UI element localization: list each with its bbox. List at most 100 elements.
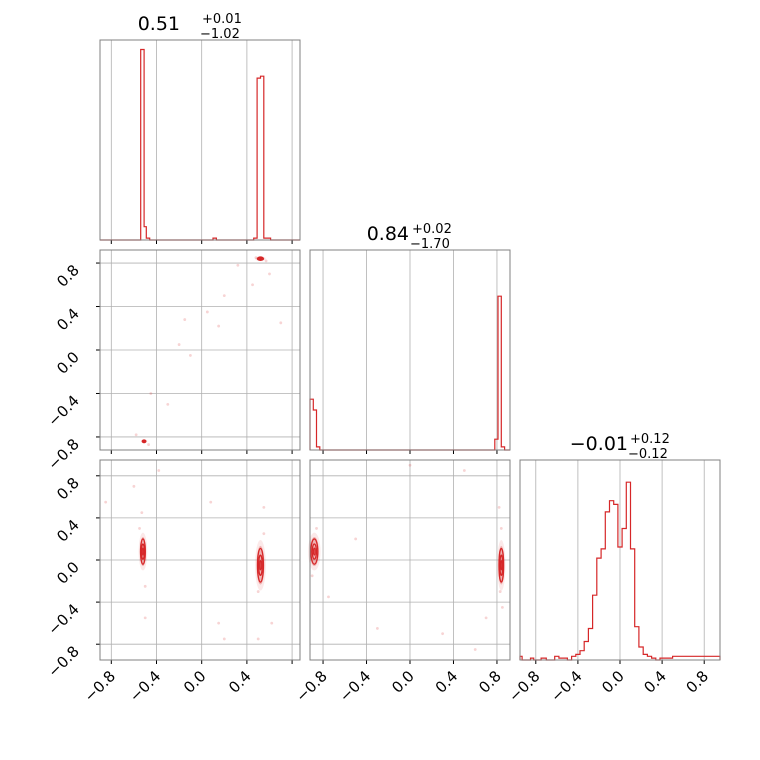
scatter-point [143, 616, 147, 620]
y-tick-label-1: −0.8 [44, 435, 82, 473]
histogram-panel-2 [519, 460, 721, 664]
scatter-point [251, 283, 254, 287]
scatter-point [205, 310, 209, 314]
scatter-point [157, 469, 161, 472]
histogram-panel-0 [100, 40, 300, 244]
scatter-point [473, 648, 477, 651]
scatter-point [140, 511, 144, 515]
title-plus-1: +0.02 [412, 222, 452, 237]
cluster-contour-mid [499, 554, 504, 577]
scatter-point [104, 500, 108, 504]
scatter-point [209, 500, 213, 504]
scatter-point [177, 343, 181, 346]
scatter-point [500, 605, 504, 609]
pair-panel-0-1 [96, 250, 300, 454]
cluster-contour-inner [500, 560, 503, 571]
scatter-point [375, 627, 379, 630]
cluster-contour-outer [139, 538, 146, 565]
cluster-contour-inner [259, 257, 262, 260]
scatter-point [484, 616, 488, 620]
histogram-frame-1 [309, 249, 511, 451]
pair-panel-0-2 [96, 460, 300, 664]
y-tick-label-2: 0.0 [53, 558, 83, 588]
pair-frame-0-1 [99, 249, 301, 451]
scatter-point [354, 537, 358, 541]
scatter-point [499, 527, 503, 530]
scatter-point [264, 259, 268, 263]
scatter-point [268, 272, 271, 276]
x-tick-label-2: 0.8 [682, 667, 712, 697]
y-tick-label-1: 0.4 [53, 305, 83, 335]
pair-frame-0-2 [99, 459, 301, 661]
scatter-point [217, 324, 221, 328]
histogram-line-0 [100, 48, 300, 241]
pair-frame-1-2 [309, 459, 511, 661]
title-minus-2: −0.12 [628, 447, 668, 462]
cluster-contour-mid [257, 257, 263, 261]
cluster-contour-outer [256, 547, 265, 583]
scatter-point [279, 321, 283, 325]
histogram-frame-0 [99, 39, 301, 241]
scatter-point [270, 621, 274, 625]
title-value-0: 0.51 [138, 13, 180, 35]
scatter-point [183, 318, 187, 321]
cluster-contour-inner [141, 547, 145, 556]
cluster-contour-outer [498, 547, 505, 583]
scatter-point [497, 505, 501, 509]
x-tick-label-0: −0.8 [81, 667, 119, 705]
scatter-point [222, 294, 226, 298]
title-plus-0: +0.01 [202, 12, 242, 27]
scatter-point [134, 433, 138, 437]
title-minus-1: −1.70 [410, 237, 450, 252]
pair-panel-1-2 [308, 460, 510, 664]
title-plus-2: +0.12 [630, 432, 670, 447]
x-tick-label-2: −0.8 [505, 667, 543, 705]
scatter-point [217, 621, 221, 625]
x-tick-label-2: −0.4 [547, 667, 585, 705]
y-tick-label-1: 0.0 [53, 348, 83, 378]
histogram-frame-2 [519, 459, 721, 661]
cluster-contour-mid [257, 554, 263, 577]
y-tick-label-1: 0.8 [53, 261, 83, 291]
scatter-point [256, 637, 260, 641]
scatter-point [310, 574, 314, 578]
cluster-contour-inner [312, 547, 316, 556]
cluster-contour-mid [311, 543, 318, 560]
x-tick-label-2: 0.4 [640, 667, 670, 697]
y-tick-label-2: 0.4 [53, 516, 83, 546]
x-tick-label-1: −0.4 [336, 667, 374, 705]
x-tick-label-1: 0.0 [388, 667, 418, 697]
cluster-contour-inner [259, 560, 262, 571]
cluster-contour-inner [143, 440, 146, 443]
scatter-point [256, 590, 260, 593]
cluster-contour-outer [256, 256, 265, 261]
scatter-point [222, 637, 226, 641]
y-tick-label-2: 0.8 [53, 474, 83, 504]
x-tick-label-0: 0.0 [180, 667, 210, 697]
title-value-2: −0.01 [570, 433, 628, 455]
scatter-point [408, 463, 412, 467]
scatter-point [262, 505, 266, 509]
scatter-point [236, 263, 240, 267]
title-value-1: 0.84 [367, 223, 409, 245]
scatter-point [254, 256, 258, 260]
title-minus-0: −1.02 [200, 27, 240, 42]
scatter-point [462, 469, 466, 472]
scatter-point [166, 402, 170, 406]
x-tick-label-1: 0.8 [475, 667, 505, 697]
panels [96, 39, 721, 664]
scatter-point [262, 532, 266, 536]
x-tick-label-1: −0.8 [292, 667, 330, 705]
scatter-point [143, 584, 147, 588]
scatter-point [138, 527, 141, 530]
x-tick-label-1: 0.4 [432, 667, 462, 697]
scatter-point [327, 595, 330, 599]
scatter-point [188, 354, 192, 357]
scatter-point [441, 632, 445, 636]
x-tick-label-0: 0.4 [225, 667, 255, 697]
scatter-point [149, 392, 153, 395]
x-tick-label-0: −0.4 [126, 667, 164, 705]
cluster-contour-mid [140, 543, 146, 560]
y-tick-label-1: −0.4 [44, 392, 82, 430]
